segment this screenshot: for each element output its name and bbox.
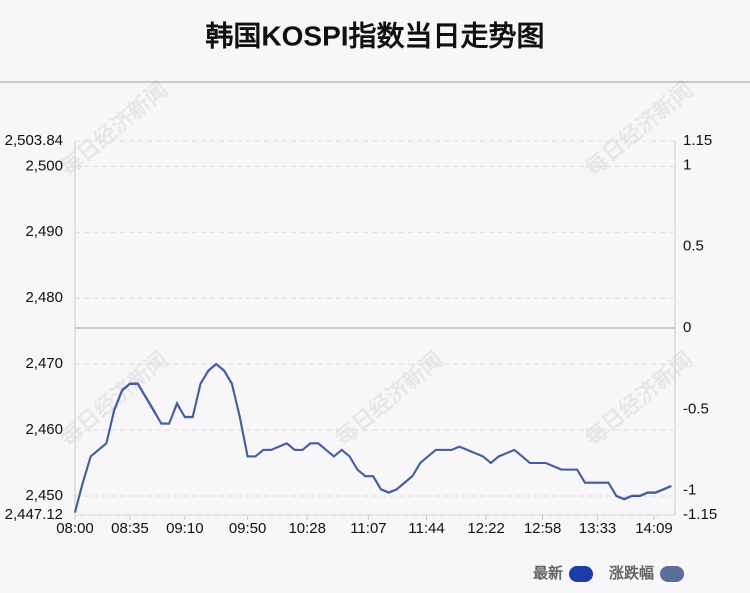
- x-tick-label: 11:44: [408, 520, 444, 537]
- y2-tick-label: -0.5: [683, 400, 709, 417]
- y2-tick-label: -1: [683, 482, 696, 499]
- x-tick-label: 14:09: [635, 520, 673, 537]
- y-tick-label: 2,503.84: [5, 132, 63, 149]
- y-tick-label: 2,490: [25, 223, 63, 240]
- x-tick-label: 09:10: [166, 520, 204, 537]
- y-tick-label: 2,470: [25, 355, 63, 372]
- y-tick-label: 2,460: [25, 421, 63, 438]
- y2-tick-label: 0.5: [683, 238, 704, 255]
- watermark: 每日经济新闻: [55, 347, 172, 451]
- y2-tick-label: 0: [683, 319, 691, 336]
- y2-tick-label: 1.15: [683, 132, 712, 149]
- legend-swatch: [569, 566, 594, 582]
- watermark: 每日经济新闻: [330, 347, 447, 451]
- watermark: 每日经济新闻: [580, 347, 697, 451]
- watermark: 每日经济新闻: [580, 77, 697, 181]
- x-tick-label: 09:50: [229, 520, 267, 537]
- x-tick-label: 08:35: [111, 520, 149, 537]
- y2-tick-label: -1.15: [683, 506, 717, 523]
- legend-label: 最新: [533, 564, 563, 582]
- x-tick-label: 11:07: [350, 520, 386, 537]
- x-tick-label: 12:58: [524, 520, 562, 537]
- y-tick-label: 2,500: [25, 157, 63, 174]
- line: [74, 362, 672, 513]
- legend-swatch: [660, 566, 685, 582]
- x-tick-label: 13:33: [579, 520, 617, 537]
- y-tick-label: 2,480: [25, 289, 63, 306]
- y2-tick-label: 1: [683, 156, 691, 173]
- y-tick-label: 2,447.12: [5, 506, 63, 523]
- y-tick-label: 2,450: [25, 487, 63, 504]
- line: [74, 362, 672, 512]
- watermark: 每日经济新闻: [55, 77, 172, 181]
- chart-title: 韩国KOSPI指数当日走势图: [205, 20, 544, 51]
- x-tick-label: 08:00: [56, 520, 94, 537]
- legend-label: 涨跌幅: [609, 564, 654, 582]
- x-tick-label: 10:28: [288, 520, 326, 537]
- x-tick-label: 12:22: [467, 520, 505, 537]
